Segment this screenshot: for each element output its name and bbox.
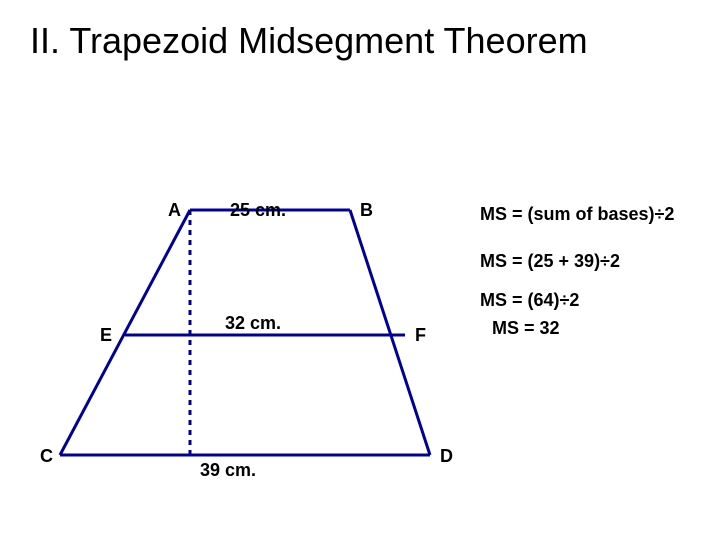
bottom-base-label: 39 cm. xyxy=(200,460,256,481)
vertex-f-label: F xyxy=(415,325,426,346)
vertex-d-label: D xyxy=(440,446,453,467)
page-title: II. Trapezoid Midsegment Theorem xyxy=(30,20,588,62)
vertex-a-label: A xyxy=(168,200,181,221)
formula-line-3: MS = (64)÷2 xyxy=(480,286,674,315)
vertex-b-label: B xyxy=(360,200,373,221)
formula-line-1: MS = (sum of bases)÷2 xyxy=(480,200,674,229)
vertex-c-label: C xyxy=(40,446,53,467)
side-ca xyxy=(60,210,190,455)
formula-line-4: MS = 32 xyxy=(492,314,674,343)
midsegment-label: 32 cm. xyxy=(225,313,281,334)
vertex-e-label: E xyxy=(100,325,112,346)
formula-line-2: MS = (25 + 39)÷2 xyxy=(480,247,674,276)
formula-block: MS = (sum of bases)÷2 MS = (25 + 39)÷2 M… xyxy=(480,200,674,343)
top-base-label: 25 cm. xyxy=(230,200,286,221)
